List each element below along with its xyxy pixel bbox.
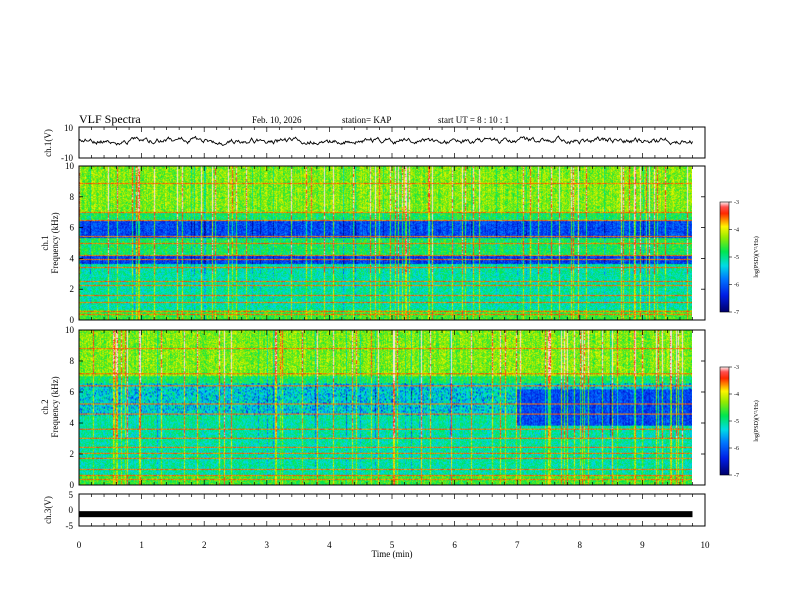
spectrogram-ytick-label: 0: [70, 480, 75, 490]
ch1-colorbar-label: log(PSD)(V²/Hz): [753, 236, 760, 277]
ch2-spec-ylabel-2: Frequency (kHz): [50, 376, 60, 437]
ch1-ytick-bottom: -10: [61, 153, 73, 163]
x-tick-label: 10: [701, 540, 711, 550]
ch1-spec-ylabel-1: ch.1: [40, 235, 50, 250]
x-tick-label: 4: [327, 540, 332, 550]
ch3-trace-line: [79, 511, 693, 518]
ch2-spectrogram-panel: 0 2 4 6 8 10 ch.2 Frequency (kHz): [40, 325, 706, 490]
spectrogram-ytick-label: 6: [70, 223, 75, 233]
ch2-spec-ylabel-1: ch.2: [40, 399, 50, 414]
ch3-ylabel: ch.3(V): [43, 496, 53, 524]
spectrogram-ytick-label: 8: [70, 192, 75, 202]
colorbar-tick-label: -6: [734, 283, 739, 289]
colorbar-tick-label: -3: [734, 200, 739, 206]
date-label: Feb. 10, 2026: [252, 115, 302, 125]
ch3-ytick-0: 0: [69, 505, 74, 515]
x-tick-label: 9: [640, 540, 645, 550]
colorbar-gradient: [720, 367, 729, 475]
x-tick-label: 3: [265, 540, 270, 550]
spectrogram-ytick-label: 10: [65, 325, 75, 335]
ch2-colorbar-label: log(PSD)(V²/Hz): [753, 400, 760, 441]
spectrogram-ytick-label: 2: [70, 449, 75, 459]
x-tick-label: 6: [452, 540, 457, 550]
colorbar-tick-label: -3: [734, 365, 739, 371]
spectrogram-ytick-label: 8: [70, 356, 75, 366]
ch1-waveform-line: [78, 135, 693, 146]
ch1-colorbar: -3 -4 -5 -6 -7 log(PSD)(V²/Hz): [719, 200, 760, 316]
x-tick-label: 2: [202, 540, 207, 550]
colorbar-tick-label: -7: [734, 310, 739, 316]
ch1-spectrogram-panel: 0 2 4 6 8 10 ch.1 Frequency (kHz): [40, 161, 706, 325]
spectrogram-ytick-label: 4: [70, 253, 75, 263]
ch1-ytick-top: 10: [64, 123, 74, 133]
spectrogram-ytick-label: 4: [70, 418, 75, 428]
colorbar-tick-label: -7: [734, 473, 739, 479]
ch3-ytick-5: 5: [69, 490, 74, 500]
spectrogram-ytick-label: 2: [70, 284, 75, 294]
spectrogram-ytick-label: 6: [70, 387, 75, 397]
ch1-spectrogram-image: [79, 166, 692, 320]
colorbar-tick-label: -4: [734, 228, 739, 234]
ch1-spec-ylabel-2: Frequency (kHz): [50, 212, 60, 273]
ch1-ylabel: ch.1(V): [43, 129, 53, 157]
colorbar-tick-label: -6: [734, 446, 739, 452]
spectrogram-ytick-label: 0: [70, 315, 75, 325]
station-label: station= KAP: [342, 115, 391, 125]
ch3-ytick-neg5: -5: [66, 521, 74, 531]
colorbar-tick-label: -5: [734, 255, 739, 261]
ch1-waveform-panel: 10 -10 ch.1(V): [43, 123, 706, 163]
colorbar-tick-label: -5: [734, 419, 739, 425]
x-axis-label: Time (min): [372, 549, 413, 559]
x-tick-label: 5: [390, 540, 395, 550]
ch3-trace-panel: 5 0 -5 ch.3(V): [43, 490, 706, 531]
colorbar-tick-label: -4: [734, 392, 739, 398]
ch2-colorbar: -3 -4 -5 -6 -7 log(PSD)(V²/Hz): [719, 365, 760, 479]
colorbar-gradient: [720, 202, 729, 312]
x-tick-label: 1: [139, 540, 144, 550]
x-tick-label: 8: [578, 540, 583, 550]
spectrogram-ytick-label: 10: [65, 161, 75, 171]
x-tick-label: 0: [77, 540, 82, 550]
figure-title: VLF Spectra: [79, 112, 141, 126]
ch2-spectrogram-image: [79, 330, 692, 485]
start-ut-label: start UT = 8 : 10 : 1: [438, 115, 509, 125]
x-tick-label: 7: [515, 540, 520, 550]
